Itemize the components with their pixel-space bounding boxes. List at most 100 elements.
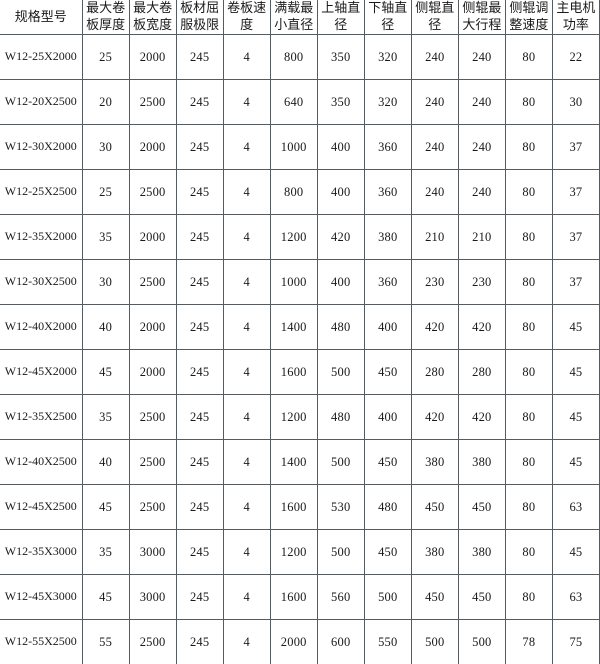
column-header-main-motor-power: 主电机功率	[552, 0, 599, 35]
cell-side-roller-diameter: 380	[411, 440, 458, 485]
cell-side-roller-max-travel: 380	[458, 440, 505, 485]
cell-max-plate-width: 2500	[129, 440, 176, 485]
cell-max-plate-thickness: 25	[82, 35, 129, 80]
cell-yield-limit: 245	[176, 350, 223, 395]
cell-side-roller-adjust-speed: 80	[505, 350, 552, 395]
cell-upper-roller-diameter: 480	[317, 395, 364, 440]
cell-model: W12-25X2500	[0, 170, 82, 215]
cell-model: W12-20X2500	[0, 80, 82, 125]
cell-min-diameter-full-load: 2000	[270, 620, 317, 664]
cell-main-motor-power: 63	[552, 575, 599, 620]
cell-rolling-speed: 4	[223, 260, 270, 305]
cell-model: W12-55X2500	[0, 620, 82, 664]
cell-side-roller-adjust-speed: 80	[505, 575, 552, 620]
cell-side-roller-diameter: 500	[411, 620, 458, 664]
cell-side-roller-max-travel: 420	[458, 395, 505, 440]
cell-upper-roller-diameter: 350	[317, 35, 364, 80]
cell-lower-roller-diameter: 400	[364, 395, 411, 440]
cell-side-roller-max-travel: 230	[458, 260, 505, 305]
cell-model: W12-35X2500	[0, 395, 82, 440]
cell-min-diameter-full-load: 1400	[270, 305, 317, 350]
cell-min-diameter-full-load: 1600	[270, 485, 317, 530]
cell-side-roller-adjust-speed: 78	[505, 620, 552, 664]
cell-yield-limit: 245	[176, 620, 223, 664]
cell-lower-roller-diameter: 450	[364, 350, 411, 395]
cell-max-plate-thickness: 35	[82, 215, 129, 260]
cell-max-plate-thickness: 35	[82, 530, 129, 575]
cell-side-roller-max-travel: 240	[458, 170, 505, 215]
cell-max-plate-width: 2500	[129, 485, 176, 530]
cell-yield-limit: 245	[176, 125, 223, 170]
cell-model: W12-30X2500	[0, 260, 82, 305]
cell-yield-limit: 245	[176, 80, 223, 125]
cell-yield-limit: 245	[176, 530, 223, 575]
cell-side-roller-adjust-speed: 80	[505, 80, 552, 125]
cell-model: W12-25X2000	[0, 35, 82, 80]
cell-max-plate-width: 2000	[129, 350, 176, 395]
cell-side-roller-diameter: 240	[411, 125, 458, 170]
cell-max-plate-thickness: 35	[82, 395, 129, 440]
cell-model: W12-35X3000	[0, 530, 82, 575]
cell-min-diameter-full-load: 1000	[270, 125, 317, 170]
cell-max-plate-thickness: 45	[82, 575, 129, 620]
cell-rolling-speed: 4	[223, 440, 270, 485]
cell-rolling-speed: 4	[223, 80, 270, 125]
cell-upper-roller-diameter: 400	[317, 170, 364, 215]
cell-main-motor-power: 45	[552, 440, 599, 485]
cell-main-motor-power: 37	[552, 170, 599, 215]
cell-upper-roller-diameter: 500	[317, 440, 364, 485]
column-header-side-roller-diameter: 侧辊直径	[411, 0, 458, 35]
cell-side-roller-diameter: 210	[411, 215, 458, 260]
cell-side-roller-diameter: 420	[411, 395, 458, 440]
cell-min-diameter-full-load: 640	[270, 80, 317, 125]
cell-lower-roller-diameter: 360	[364, 125, 411, 170]
cell-max-plate-width: 3000	[129, 530, 176, 575]
cell-model: W12-40X2000	[0, 305, 82, 350]
cell-main-motor-power: 63	[552, 485, 599, 530]
cell-lower-roller-diameter: 400	[364, 305, 411, 350]
cell-max-plate-width: 2500	[129, 80, 176, 125]
column-header-yield-limit: 板材屈服极限	[176, 0, 223, 35]
cell-yield-limit: 245	[176, 485, 223, 530]
cell-max-plate-thickness: 40	[82, 305, 129, 350]
cell-lower-roller-diameter: 450	[364, 440, 411, 485]
cell-side-roller-diameter: 240	[411, 35, 458, 80]
cell-min-diameter-full-load: 1000	[270, 260, 317, 305]
cell-yield-limit: 245	[176, 215, 223, 260]
cell-min-diameter-full-load: 1600	[270, 575, 317, 620]
cell-yield-limit: 245	[176, 260, 223, 305]
cell-side-roller-adjust-speed: 80	[505, 485, 552, 530]
column-header-max-plate-width: 最大卷板宽度	[129, 0, 176, 35]
cell-rolling-speed: 4	[223, 215, 270, 260]
cell-side-roller-adjust-speed: 80	[505, 395, 552, 440]
cell-yield-limit: 245	[176, 305, 223, 350]
cell-lower-roller-diameter: 480	[364, 485, 411, 530]
cell-yield-limit: 245	[176, 440, 223, 485]
cell-lower-roller-diameter: 360	[364, 260, 411, 305]
cell-rolling-speed: 4	[223, 350, 270, 395]
cell-side-roller-max-travel: 420	[458, 305, 505, 350]
cell-side-roller-max-travel: 380	[458, 530, 505, 575]
cell-rolling-speed: 4	[223, 575, 270, 620]
cell-rolling-speed: 4	[223, 395, 270, 440]
cell-upper-roller-diameter: 420	[317, 215, 364, 260]
column-header-side-roller-max-travel: 侧辊最大行程	[458, 0, 505, 35]
cell-lower-roller-diameter: 360	[364, 170, 411, 215]
cell-main-motor-power: 37	[552, 260, 599, 305]
cell-yield-limit: 245	[176, 395, 223, 440]
cell-max-plate-thickness: 55	[82, 620, 129, 664]
cell-min-diameter-full-load: 1200	[270, 530, 317, 575]
table-header-row: 规格型号 最大卷板厚度 最大卷板宽度 板材屈服极限 卷板速度 满载最小直径 上轴…	[0, 0, 600, 35]
cell-upper-roller-diameter: 400	[317, 125, 364, 170]
cell-main-motor-power: 30	[552, 80, 599, 125]
cell-max-plate-thickness: 30	[82, 125, 129, 170]
